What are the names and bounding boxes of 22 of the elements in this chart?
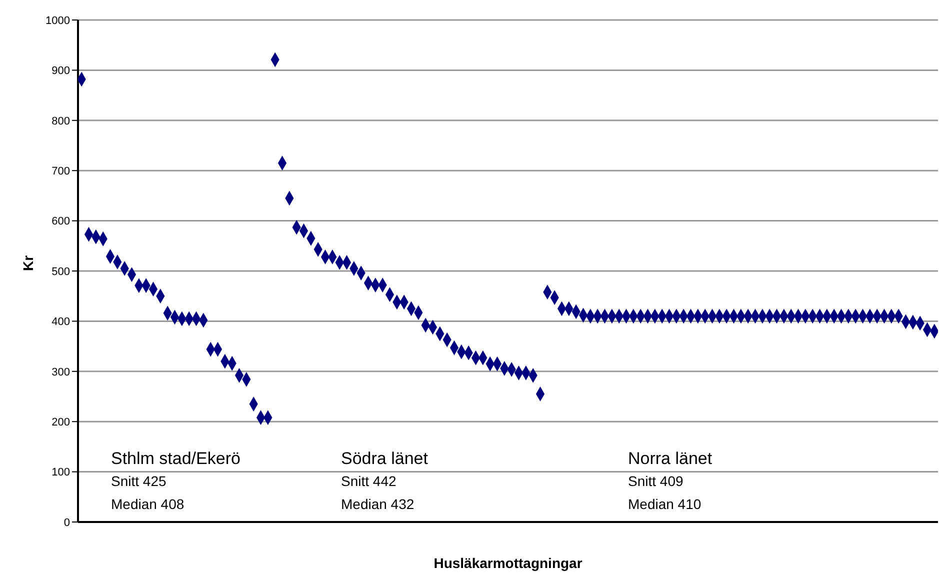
y-tick-label: 300	[52, 366, 70, 378]
annotation: Norra länet	[628, 449, 712, 469]
y-axis-title: Kr	[20, 254, 36, 271]
y-tick-label: 600	[52, 216, 70, 228]
y-tick-label: 500	[52, 266, 70, 278]
annotation: Södra länet	[341, 449, 428, 469]
annotation: Sthlm stad/Ekerö	[111, 449, 240, 469]
y-tick-label: 200	[52, 416, 70, 429]
y-tick-label: 100	[52, 466, 70, 479]
y-tick-label: 800	[52, 115, 70, 128]
annotation: Median 432	[341, 496, 414, 513]
annotation: Median 408	[111, 496, 184, 513]
annotation: Snitt 425	[111, 473, 166, 490]
y-tick-label: 400	[52, 316, 70, 328]
y-tick-label: 1000	[46, 14, 70, 27]
annotation: Snitt 409	[628, 473, 684, 490]
x-axis-title: Husläkarmottagningar	[434, 555, 583, 571]
annotation: Snitt 442	[341, 473, 396, 490]
annotation: Median 410	[628, 496, 702, 513]
y-tick-label: 900	[52, 65, 70, 78]
y-tick-label: 700	[52, 166, 70, 178]
y-tick-label: 0	[64, 516, 70, 529]
